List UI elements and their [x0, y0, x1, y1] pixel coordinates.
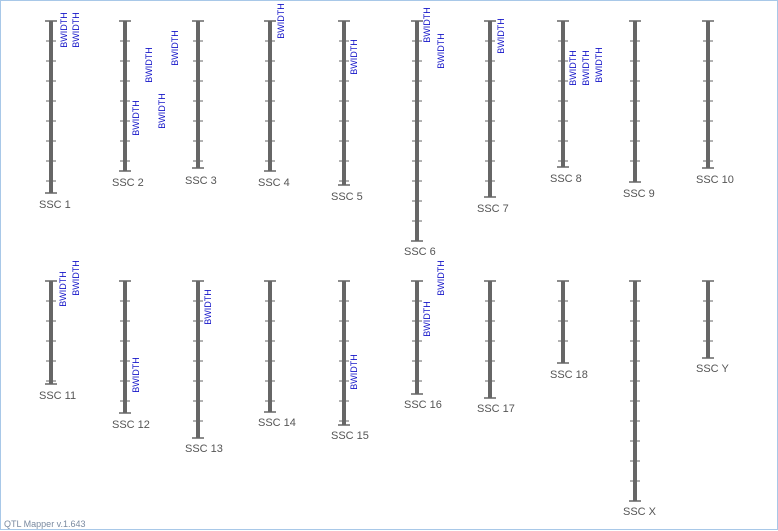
chromosome-ssc-16: SSC 16 BWIDTH BWIDTH	[404, 260, 446, 411]
qtl-label: BWIDTH	[131, 100, 141, 136]
qtl-label: BWIDTH	[422, 7, 432, 43]
chromosome-ssc-12: SSC 12 BWIDTH	[112, 280, 150, 431]
qtl-label: BWIDTH	[422, 301, 432, 337]
version-footer: QTL Mapper v.1.643	[4, 519, 86, 529]
chromosome-label: SSC X	[623, 506, 657, 518]
qtl-label: BWIDTH	[568, 50, 578, 86]
qtl-label: BWIDTH	[170, 30, 180, 66]
chromosome-ssc-13: SSC 13 BWIDTH	[185, 280, 223, 455]
qtl-label: BWIDTH	[71, 12, 81, 48]
chromosome-ssc-14: SSC 14	[258, 280, 296, 429]
chromosome-ssc-6: SSC 6 BWIDTH BWIDTH	[404, 7, 446, 258]
chromosome-ssc-5: SSC 5 BWIDTH	[331, 20, 363, 203]
chromosome-ssc-3: SSC 3 BWIDTH	[170, 20, 217, 187]
qtl-label: BWIDTH	[131, 357, 141, 393]
qtl-label: BWIDTH	[144, 47, 154, 83]
qtl-label: BWIDTH	[58, 271, 68, 307]
chromosome-label: SSC 3	[185, 175, 217, 187]
qtl-label: BWIDTH	[157, 93, 167, 129]
chromosome-label: SSC 5	[331, 191, 363, 203]
chromosome-ssc-9: SSC 9	[623, 20, 655, 200]
chromosome-label: SSC 8	[550, 173, 582, 185]
chromosome-ssc-4: SSC 4 BWIDTH	[258, 3, 290, 189]
chromosome-label: SSC 13	[185, 443, 223, 455]
chromosome-label: SSC 10	[696, 174, 734, 186]
chromosome-label: SSC Y	[696, 363, 729, 375]
chromosome-label: SSC 12	[112, 419, 150, 431]
qtl-label: BWIDTH	[276, 3, 286, 39]
qtl-label: BWIDTH	[496, 18, 506, 54]
chromosome-label: SSC 15	[331, 430, 369, 442]
qtl-label: BWIDTH	[349, 39, 359, 75]
chromosome-label: SSC 18	[550, 369, 588, 381]
chromosome-label: SSC 14	[258, 417, 296, 429]
chromosome-label: SSC 4	[258, 177, 290, 189]
chromosome-ssc-y: SSC Y	[696, 280, 729, 375]
chromosome-label: SSC 16	[404, 399, 442, 411]
chromosome-ssc-x: SSC X	[623, 280, 657, 518]
chromosome-ssc-15: SSC 15 BWIDTH	[331, 280, 369, 442]
chromosome-ssc-11: SSC 11 BWIDTH BWIDTH	[39, 260, 81, 402]
chromosome-label: SSC 11	[39, 390, 76, 402]
chromosome-label: SSC 2	[112, 177, 144, 189]
qtl-label: BWIDTH	[436, 260, 446, 296]
qtl-label: BWIDTH	[594, 47, 604, 83]
qtl-label: BWIDTH	[436, 33, 446, 69]
chromosome-label: SSC 6	[404, 246, 436, 258]
chromosome-ssc-7: SSC 7 BWIDTH	[477, 18, 509, 215]
chromosome-ssc-17: SSC 17	[477, 280, 515, 415]
qtl-label: BWIDTH	[349, 354, 359, 390]
chromosome-ssc-18: SSC 18	[550, 280, 588, 381]
chromosome-label: SSC 1	[39, 199, 71, 211]
chromosome-ssc-10: SSC 10	[696, 20, 734, 186]
qtl-label: BWIDTH	[59, 12, 69, 48]
chromosome-label: SSC 7	[477, 203, 509, 215]
qtl-label: BWIDTH	[71, 260, 81, 296]
qtl-label: BWIDTH	[581, 50, 591, 86]
qtl-label: BWIDTH	[203, 289, 213, 325]
chromosome-label: SSC 17	[477, 403, 515, 415]
chromosome-label: SSC 9	[623, 188, 655, 200]
chromosome-ssc-1: SSC 1 BWIDTH BWIDTH	[39, 12, 81, 211]
